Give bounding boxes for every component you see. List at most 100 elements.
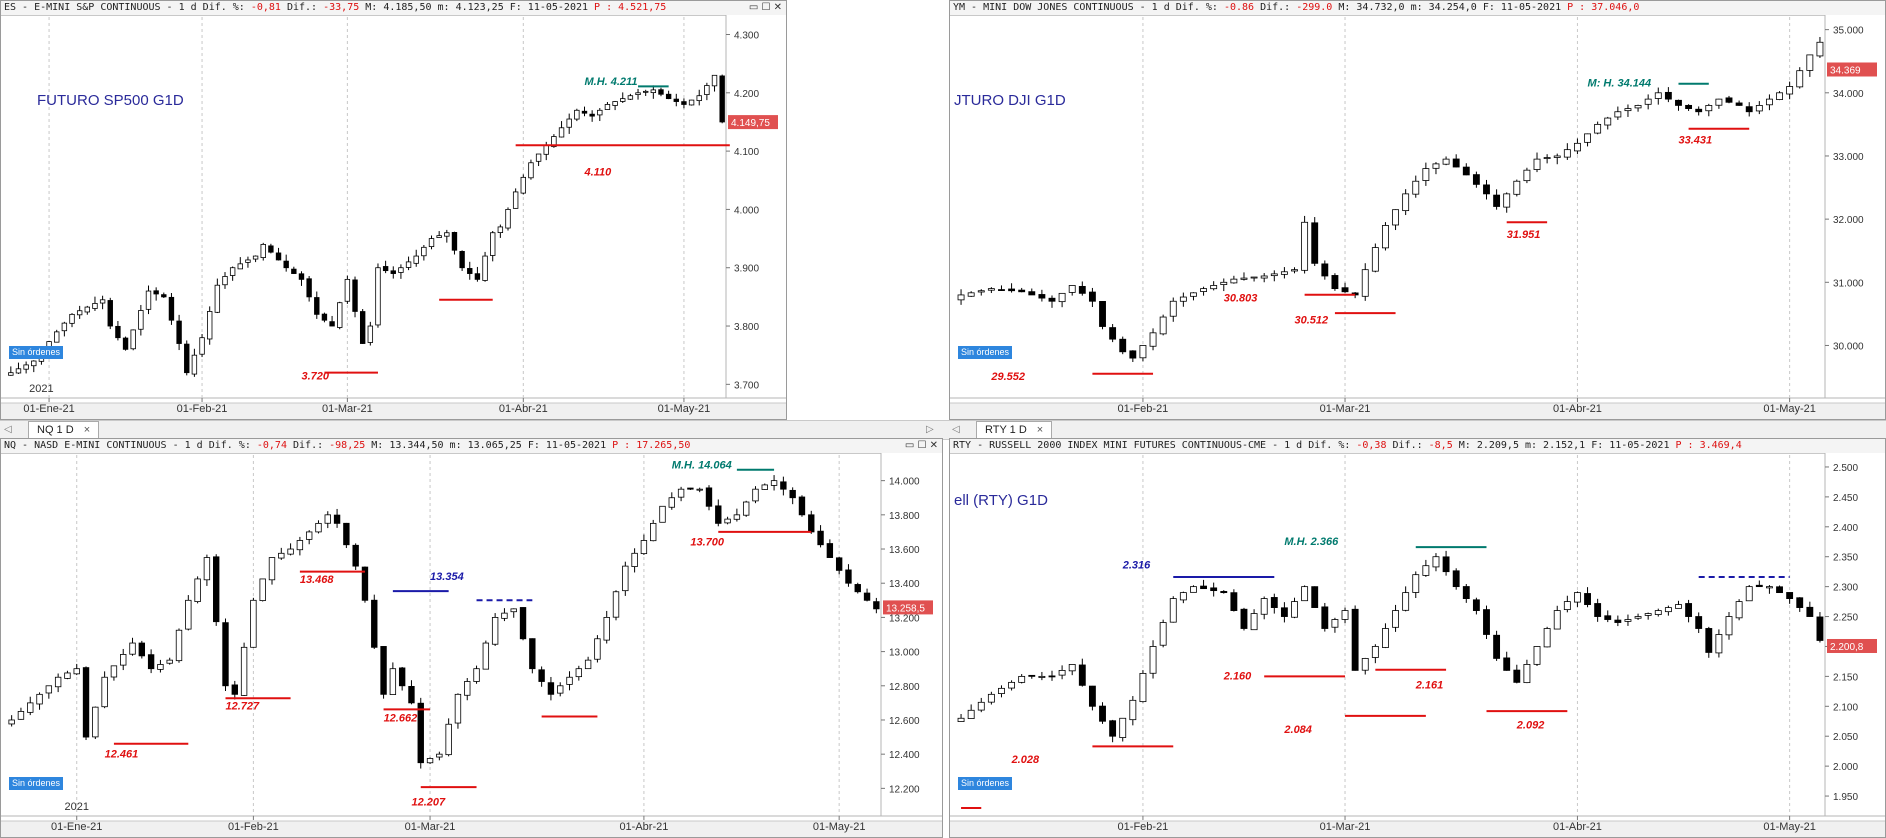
close-icon[interactable]: × (83, 424, 91, 436)
tab-scroll-right-icon[interactable]: ▷ (926, 424, 934, 435)
candle-body (594, 638, 601, 660)
resistance-label: M.H. 2.366 (1284, 536, 1339, 548)
support-label: 12.461 (105, 749, 139, 761)
chart-panel-es[interactable]: ES - E-MINI S&P CONTINUOUS - 1 d Dif. %:… (0, 0, 787, 420)
candle-body (1745, 586, 1753, 602)
candle-body (1341, 287, 1349, 293)
candle-body (367, 325, 374, 343)
candle-body (398, 267, 404, 273)
candle-body (1280, 271, 1288, 275)
candle-body (1260, 275, 1268, 279)
candle-body (138, 310, 144, 330)
y-tick-label: 13.400 (889, 579, 920, 590)
candle-body (1553, 155, 1561, 158)
candle-body (54, 331, 60, 343)
candle-body (145, 290, 152, 310)
candle-body (854, 584, 861, 593)
sin-ordenes-badge[interactable]: Sin órdenes (958, 777, 1013, 790)
candle-body (1755, 105, 1763, 112)
candle-body (1735, 102, 1743, 106)
candle-body (1099, 705, 1106, 722)
support-label: 12.727 (226, 701, 261, 713)
candle-body (1796, 597, 1804, 608)
candle-body (835, 557, 843, 571)
chart-panel-nq[interactable]: NQ - NASD E-MINI CONTINUOUS - 1 d Dif. %… (0, 438, 943, 838)
tab-rty[interactable]: RTY 1 D × (976, 421, 1053, 439)
sin-ordenes-badge[interactable]: Sin órdenes (9, 346, 64, 359)
tab-scroll-left-icon[interactable]: ◁ (4, 424, 12, 435)
candle-body (380, 646, 387, 695)
candle-body (1331, 275, 1339, 290)
candle-body (589, 113, 595, 117)
candle-body (382, 266, 389, 272)
candle-body (1644, 613, 1652, 616)
chart-title: ell (RTY) G1D (954, 492, 1048, 509)
candle-body (873, 601, 880, 610)
candle-body (1119, 338, 1127, 353)
candle-body (761, 484, 768, 490)
candle-body (631, 552, 638, 567)
candle-body (8, 372, 14, 376)
candle-body (1159, 622, 1167, 646)
candle-body (1563, 149, 1571, 158)
candle-body (73, 668, 80, 675)
chart-panel-rty[interactable]: RTY - RUSSELL 2000 INDEX MINI FUTURES CO… (949, 438, 1886, 838)
candle-body (566, 676, 573, 685)
candle-body (1563, 601, 1571, 611)
candle-body (15, 368, 22, 374)
candle-body (168, 296, 175, 321)
x-tick-label: 01-Mar-21 (1320, 821, 1371, 833)
chart-panel-ym[interactable]: YM - MINI DOW JONES CONTINUOUS - 1 d Dif… (949, 0, 1886, 420)
candle-body (1230, 592, 1238, 611)
tab-scroll-left-icon[interactable]: ◁ (952, 424, 960, 435)
candle-body (612, 591, 620, 618)
candle-body (1250, 276, 1258, 279)
sin-ordenes-badge[interactable]: Sin órdenes (958, 346, 1013, 359)
candle-body (1139, 345, 1147, 359)
candle-body (519, 607, 527, 640)
candle-body (620, 98, 626, 102)
candle-body (538, 669, 545, 682)
last-price-tag (1827, 62, 1877, 77)
candle-body (436, 753, 443, 758)
candle-body (1291, 601, 1298, 618)
candle-body (1422, 565, 1430, 576)
support-label: 33.431 (1678, 134, 1712, 146)
blue-level-label: 13.354 (430, 571, 464, 583)
candle-body (129, 642, 136, 655)
tab-nq[interactable]: NQ 1 D × (28, 421, 100, 439)
candlestick-plot-es[interactable]: 3.700 3.800 3.900 4.000 4.100 4.200 4.300 01-En… (1, 1, 787, 420)
candle-body (1119, 717, 1127, 738)
y-tick-label: 13.200 (889, 613, 920, 624)
candle-body (1331, 619, 1339, 628)
candle-body (650, 522, 657, 542)
close-icon[interactable]: × (1036, 424, 1044, 436)
candlestick-plot-rty[interactable]: 1.9502.0002.0502.1002.1502.2002.2502.300… (950, 439, 1886, 838)
candle-body (665, 93, 672, 100)
window-controls[interactable]: ▭ ☐ ✕ (748, 2, 782, 13)
sin-ordenes-badge[interactable]: Sin órdenes (9, 777, 64, 790)
y-tick-label: 4.200 (734, 89, 759, 100)
candlestick-plot-nq[interactable]: 12.200 12.400 12.600 12.800 13.000 13.200 13.4… (1, 439, 943, 838)
candle-body (1038, 675, 1046, 678)
window-controls[interactable]: ▭ ☐ ✕ (904, 440, 938, 451)
candle-body (987, 288, 995, 291)
last-price-label: 4.149,75 (731, 118, 770, 129)
candle-body (175, 629, 183, 662)
candle-body (101, 676, 108, 708)
candle-body (1745, 106, 1753, 113)
candle-body (222, 276, 228, 286)
candlestick-plot-ym[interactable]: 30.000 31.000 32.000 33.000 34.000 35.000 01-F… (950, 1, 1886, 420)
support-label: 2.161 (1415, 679, 1444, 691)
candle-body (1553, 610, 1561, 630)
candle-body (677, 488, 685, 498)
candle-body (1402, 592, 1410, 611)
candle-body (1250, 613, 1258, 631)
y-tick-label: 3.700 (734, 380, 759, 391)
candle-body (1493, 194, 1501, 207)
candle-body (1068, 285, 1076, 293)
candle-body (1685, 603, 1693, 617)
candle-body (1311, 222, 1319, 264)
candle-body (1604, 615, 1612, 620)
candle-body (1604, 117, 1612, 126)
